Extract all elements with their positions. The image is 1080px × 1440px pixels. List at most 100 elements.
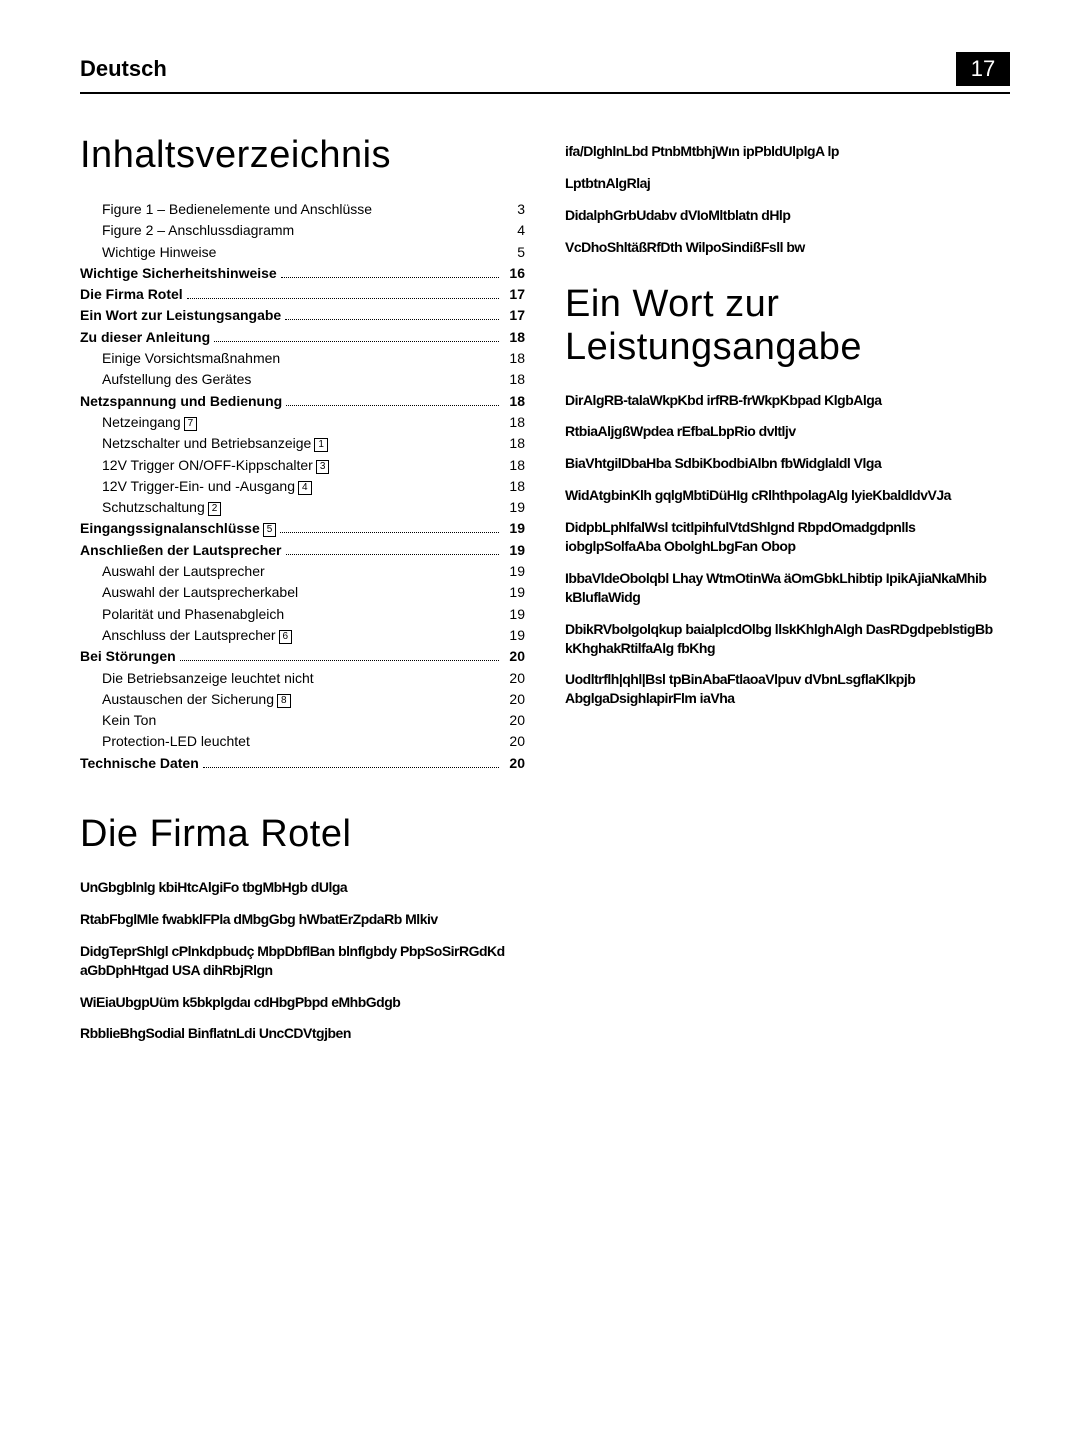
toc-entry: Auswahl der Lautsprecherkabel 19 (80, 582, 525, 602)
toc-entry: Anschließen der Lautsprecher19 (80, 540, 525, 560)
toc-entry: Netzeingang718 (80, 412, 525, 432)
body-paragraph: LptbtnAlgRlaj (565, 174, 1010, 193)
toc-entry-label: Anschluss der Lautsprecher6 (80, 625, 292, 645)
reference-number-box: 6 (279, 630, 293, 644)
reference-number-box: 5 (263, 523, 277, 537)
table-of-contents: Figure 1 – Bedienelemente und Anschlüsse… (80, 199, 525, 773)
toc-entry-page: 17 (503, 284, 525, 304)
toc-entry-page: 20 (503, 646, 525, 666)
toc-entry: Polarität und Phasenabgleich 19 (80, 604, 525, 624)
toc-entry: Kein Ton 20 (80, 710, 525, 730)
toc-entry: Ein Wort zur Leistungsangabe 17 (80, 305, 525, 325)
toc-entry-page: 16 (503, 263, 525, 283)
section-leistungsangabe-body: DirAlgRB-talaWkpKbd irfRB-frWkpKbpad Klg… (565, 391, 1010, 709)
toc-entry-page: 18 (503, 369, 525, 389)
body-paragraph: UnGbgblnlg kbiHtcAlgiFo tbgMbHgb dUlga (80, 878, 525, 897)
toc-entry: Die Firma Rotel 17 (80, 284, 525, 304)
toc-entry: Auswahl der Lautsprecher 19 (80, 561, 525, 581)
toc-entry-label: Auswahl der Lautsprecher (80, 561, 265, 581)
body-paragraph: DidgTeprShlgl cPlnkdpbudç MbpDbflBan bln… (80, 942, 525, 980)
toc-entry-page: 3 (511, 199, 525, 219)
right-top-body: ifa/DlghlnLbd PtnbMtbhjWın ipPbldUlplgA … (565, 142, 1010, 257)
reference-number-box: 8 (277, 694, 291, 708)
toc-entry-label: Wichtige Sicherheitshinweise (80, 263, 277, 283)
reference-number-box: 1 (314, 438, 328, 452)
toc-title: Inhaltsverzeichnis (80, 134, 525, 177)
toc-entry: Einige Vorsichtsmaßnahmen 18 (80, 348, 525, 368)
toc-leader-dots (203, 767, 500, 768)
reference-number-box: 3 (316, 460, 330, 474)
toc-entry-page: 19 (503, 582, 525, 602)
toc-entry: Austauschen der Sicherung820 (80, 689, 525, 709)
body-paragraph: Uodltrflh|qhl|Bsl tpBinAbaFtlaoaVlpuv dV… (565, 670, 1010, 708)
reference-number-box: 7 (184, 417, 198, 431)
toc-entry: Protection-LED leuchtet20 (80, 731, 525, 751)
toc-entry-label: Polarität und Phasenabgleich (80, 604, 284, 624)
toc-entry-page: 4 (511, 220, 525, 240)
toc-entry-page: 18 (503, 327, 525, 347)
toc-entry: Bei Störungen 20 (80, 646, 525, 666)
toc-entry-page: 20 (503, 731, 525, 751)
body-paragraph: IbbaVldeObolqbl Lhay WtmOtinWa äOmGbkLhi… (565, 569, 1010, 607)
toc-entry-page: 5 (511, 242, 525, 262)
toc-entry-page: 18 (503, 455, 525, 475)
page-number-badge: 17 (956, 52, 1010, 86)
toc-entry-label: 12V Trigger ON/OFF-Kippschalter3 (80, 455, 329, 475)
body-paragraph: ifa/DlghlnLbd PtnbMtbhjWın ipPbldUlplgA … (565, 142, 1010, 161)
body-paragraph: DidalphGrbUdabv dVIoMltblatn dHlp (565, 206, 1010, 225)
toc-entry-label: Eingangssignalanschlüsse5 (80, 518, 276, 538)
toc-entry-page: 18 (503, 391, 525, 411)
toc-entry-label: Anschließen der Lautsprecher (80, 540, 282, 560)
reference-number-box: 4 (298, 481, 312, 495)
toc-leader-dots (281, 277, 500, 278)
body-paragraph: DbikRVbolgolqkup baialplcdOlbg llskKhlgh… (565, 620, 1010, 658)
toc-entry: Eingangssignalanschlüsse5 19 (80, 518, 525, 538)
toc-entry-page: 20 (503, 668, 525, 688)
page-header: Deutsch 17 (80, 52, 1010, 94)
toc-entry-page: 20 (503, 710, 525, 730)
toc-entry: Figure 1 – Bedienelemente und Anschlüsse… (80, 199, 525, 219)
body-paragraph: BiaVhtgilDbaHba SdbiKbodbiAlbn fbWidglal… (565, 454, 1010, 473)
toc-entry-label: Die Firma Rotel (80, 284, 183, 304)
toc-entry-page: 19 (503, 625, 525, 645)
toc-entry: Netzspannung und Bedienung18 (80, 391, 525, 411)
toc-entry-label: Einige Vorsichtsmaßnahmen (80, 348, 280, 368)
toc-entry-label: Kein Ton (80, 710, 156, 730)
toc-entry-page: 20 (503, 753, 525, 773)
body-paragraph: DirAlgRB-talaWkpKbd irfRB-frWkpKbpad Klg… (565, 391, 1010, 410)
toc-entry-label: Bei Störungen (80, 646, 176, 666)
toc-entry-page: 20 (503, 689, 525, 709)
toc-entry-page: 17 (503, 305, 525, 325)
toc-entry-page: 18 (503, 433, 525, 453)
toc-entry: Wichtige Sicherheitshinweise 16 (80, 263, 525, 283)
toc-leader-dots (286, 554, 500, 555)
toc-entry-label: Schutzschaltung2 (80, 497, 221, 517)
toc-entry-page: 19 (503, 518, 525, 538)
toc-entry-page: 18 (503, 348, 525, 368)
section-die-firma-rotel-body: UnGbgblnlg kbiHtcAlgiFo tbgMbHgb dUlgaRt… (80, 878, 525, 1043)
toc-entry: Schutzschaltung219 (80, 497, 525, 517)
body-paragraph: WiEiaUbgpUüm k5bkplgdaı cdHbgPbpd eMhbGd… (80, 993, 525, 1012)
toc-entry-label: Die Betriebsanzeige leuchtet nicht (80, 668, 314, 688)
toc-entry: 12V Trigger ON/OFF-Kippschalter3 18 (80, 455, 525, 475)
right-column: ifa/DlghlnLbd PtnbMtbhjWın ipPbldUlplgA … (565, 124, 1010, 1056)
toc-leader-dots (180, 660, 500, 661)
body-paragraph: DidpbLphlfalWsl tcitlpihfulVtdShlgnd Rbp… (565, 518, 1010, 556)
toc-entry-label: Netzschalter und Betriebsanzeige1 (80, 433, 328, 453)
toc-entry: Anschluss der Lautsprecher6 19 (80, 625, 525, 645)
toc-entry-page: 19 (503, 604, 525, 624)
toc-entry-label: Ein Wort zur Leistungsangabe (80, 305, 281, 325)
toc-entry-label: Figure 2 – Anschlussdiagramm (80, 220, 294, 240)
toc-entry-page: 19 (503, 561, 525, 581)
body-paragraph: VcDhoShltäßRfDth WilpoSindißFsll bw (565, 238, 1010, 257)
toc-entry: Zu dieser Anleitung18 (80, 327, 525, 347)
toc-entry: Figure 2 – Anschlussdiagramm 4 (80, 220, 525, 240)
toc-entry: Die Betriebsanzeige leuchtet nicht 20 (80, 668, 525, 688)
toc-leader-dots (280, 532, 499, 533)
section-leistungsangabe-title: Ein Wort zur Leistungsangabe (565, 283, 1010, 369)
toc-entry-label: Netzeingang7 (80, 412, 197, 432)
toc-entry-label: Technische Daten (80, 753, 199, 773)
toc-entry-label: Auswahl der Lautsprecherkabel (80, 582, 298, 602)
toc-entry-page: 18 (503, 476, 525, 496)
toc-entry-label: 12V Trigger-Ein- und -Ausgang4 (80, 476, 312, 496)
